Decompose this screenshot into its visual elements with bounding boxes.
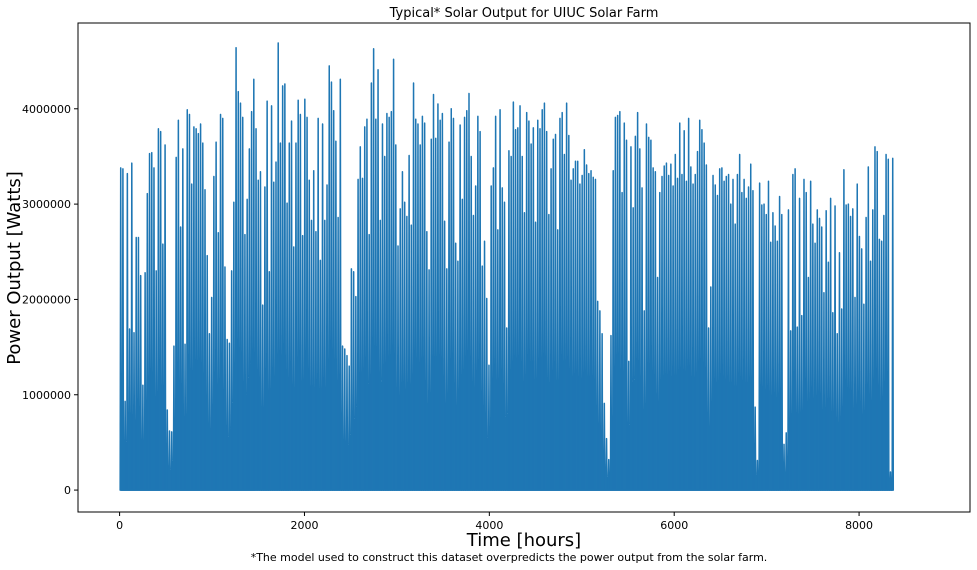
y-axis: 0 1000000 2000000 3000000 4000000 — [22, 103, 78, 497]
series-group — [119, 42, 895, 491]
y-tick-label: 2000000 — [22, 293, 71, 306]
plot-area: 0 2000 4000 6000 8000 0 1000000 2000000 3000000… — [22, 22, 971, 532]
y-tick-label: 1000000 — [22, 389, 71, 402]
y-tick-label: 3000000 — [22, 198, 71, 211]
x-tick-label: 4000 — [475, 519, 503, 532]
y-axis-label: Power Output [Watts] — [4, 171, 25, 365]
x-tick-label: 8000 — [845, 519, 873, 532]
x-tick-label: 2000 — [290, 519, 318, 532]
x-axis: 0 2000 4000 6000 8000 — [116, 512, 873, 532]
y-tick-label: 4000000 — [22, 103, 71, 116]
plot-frame — [77, 22, 971, 513]
x-tick-label: 0 — [116, 519, 123, 532]
x-tick-label: 6000 — [660, 519, 688, 532]
y-tick-label: 0 — [64, 484, 71, 497]
x-axis-label: Time [hours] — [466, 530, 581, 551]
footnote: *The model used to construct this datase… — [251, 551, 768, 564]
chart-title: Typical* Solar Output for UIUC Solar Far… — [389, 6, 659, 21]
